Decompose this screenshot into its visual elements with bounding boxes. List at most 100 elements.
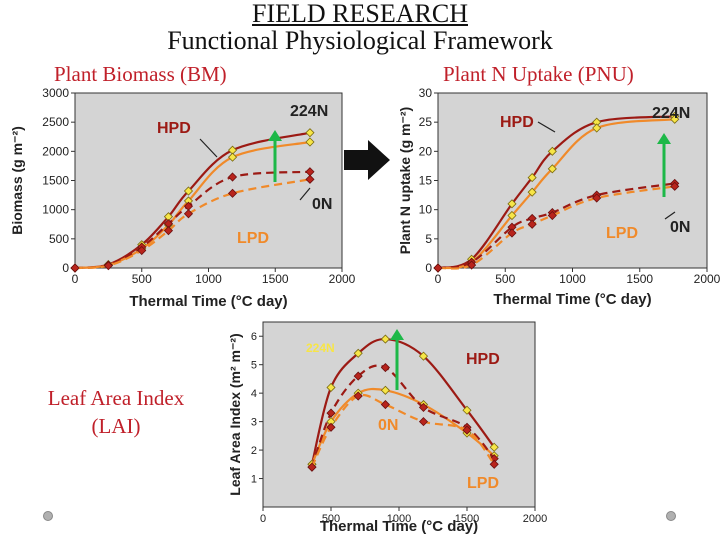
annotation-leader	[664, 211, 676, 220]
x-tick-label: 2000	[694, 272, 720, 286]
x-tick-label: 500	[322, 513, 340, 525]
data-point	[462, 425, 472, 435]
data-point	[433, 263, 443, 273]
y-axis-label: Leaf Area Index (m² m⁻²)	[227, 333, 243, 495]
y-tick-label: 1000	[42, 203, 69, 217]
y-tick-label: 4	[251, 388, 257, 400]
data-point	[507, 199, 517, 209]
data-point	[380, 385, 390, 395]
x-axis-label: Thermal Time (°C day)	[493, 291, 651, 308]
y-tick-label: 20	[419, 144, 433, 158]
slide-title: FIELD RESEARCH	[252, 0, 468, 28]
data-point	[527, 187, 537, 197]
y-tick-label: 5	[425, 232, 432, 246]
data-point	[353, 348, 363, 358]
data-point	[305, 137, 315, 147]
annotation-label: LPD	[606, 225, 638, 242]
x-tick-label: 1000	[559, 272, 586, 286]
data-point	[527, 219, 537, 229]
y-tick-label: 2500	[42, 115, 69, 129]
up-arrow-icon	[390, 329, 404, 340]
y-axis-label: Biomass (g m⁻²)	[9, 126, 25, 235]
n-uptake-label: Plant N Uptake (PNU)	[443, 62, 634, 86]
y-tick-label: 10	[419, 203, 433, 217]
data-point	[70, 263, 80, 273]
annotation-label: 224N	[652, 105, 690, 122]
x-tick-label: 1500	[262, 272, 289, 286]
data-point	[326, 422, 336, 432]
slide-nav-dot-right	[666, 511, 676, 521]
data-point	[103, 261, 113, 271]
n-uptake-chart: 0 500 1000 1500 2000 0 5 10 15 20 25 30 Thermal Time…	[397, 86, 720, 308]
data-point	[670, 181, 680, 191]
right-arrow-icon	[344, 140, 390, 180]
x-tick-label: 1000	[387, 513, 411, 525]
y-tick-label: 3000	[42, 86, 69, 100]
data-point	[507, 210, 517, 221]
up-arrow-icon	[268, 130, 282, 141]
annotation-leader	[199, 138, 218, 158]
lai-chart: 0 500 1000 1500 2000 1 2 3 4 5 6 Thermal Time (°C d…	[227, 321, 547, 535]
data-point	[380, 399, 390, 410]
x-axis-label: Thermal Time (°C day)	[320, 518, 478, 535]
data-point	[380, 362, 390, 373]
data-point	[507, 228, 517, 238]
data-point	[183, 186, 194, 196]
annotation-label: HPD	[157, 120, 191, 137]
annotation-label: LPD	[467, 475, 499, 492]
x-tick-label: 0	[260, 513, 266, 525]
data-point	[489, 459, 499, 469]
biomass-label: Plant Biomass (BM)	[54, 62, 227, 86]
slide-subtitle: Functional Physiological Framework	[167, 26, 553, 55]
data-point	[592, 123, 602, 133]
data-point	[527, 173, 537, 183]
data-point	[227, 172, 238, 182]
up-arrow-icon	[657, 133, 671, 144]
lai-label: Leaf Area Index (LAI)	[18, 384, 214, 440]
y-tick-label: 0	[425, 261, 432, 275]
data-point	[326, 408, 336, 418]
y-tick-label: 2	[251, 445, 257, 457]
y-tick-label: 0	[62, 261, 69, 275]
data-point	[163, 226, 174, 236]
annotation-label: HPD	[500, 114, 534, 131]
annotation-label: 0N	[312, 196, 332, 213]
plot-area	[74, 92, 343, 269]
x-tick-label: 500	[495, 272, 515, 286]
data-point	[227, 152, 238, 162]
x-tick-label: 2000	[329, 272, 356, 286]
data-point	[305, 174, 315, 184]
data-point	[326, 382, 336, 393]
x-tick-label: 0	[72, 272, 79, 286]
data-point	[305, 128, 315, 138]
y-tick-label: 1500	[42, 174, 69, 188]
y-tick-label: 500	[49, 232, 69, 246]
data-point	[183, 209, 194, 219]
y-tick-label: 1	[251, 474, 257, 486]
y-axis-label: Plant N uptake (g m⁻²)	[397, 107, 413, 254]
annotation-label: 0N	[378, 417, 398, 434]
x-tick-label: 1500	[455, 513, 479, 525]
data-point	[418, 351, 429, 361]
data-point	[353, 371, 363, 381]
y-tick-label: 2000	[42, 144, 69, 158]
data-point	[418, 417, 429, 427]
annotation-label: LPD	[237, 230, 269, 247]
annotation-label: 224N	[290, 103, 328, 120]
data-point	[353, 391, 363, 401]
y-tick-label: 25	[419, 115, 433, 129]
data-point	[307, 462, 317, 472]
data-point	[418, 402, 429, 412]
annotation-label: 0N	[670, 219, 690, 236]
x-tick-label: 2000	[523, 513, 547, 525]
slide-nav-dot-left	[43, 511, 53, 521]
data-point	[137, 245, 147, 256]
y-tick-label: 5	[251, 360, 257, 372]
data-point	[592, 193, 602, 203]
data-point	[547, 210, 557, 221]
data-point	[380, 334, 390, 344]
lai-label-line2: (LAI)	[91, 414, 141, 438]
biomass-chart: 0 500 1000 1500 2000 0 500 1000 1500 2000 2500 3000…	[9, 86, 356, 310]
x-tick-label: 1500	[626, 272, 653, 286]
